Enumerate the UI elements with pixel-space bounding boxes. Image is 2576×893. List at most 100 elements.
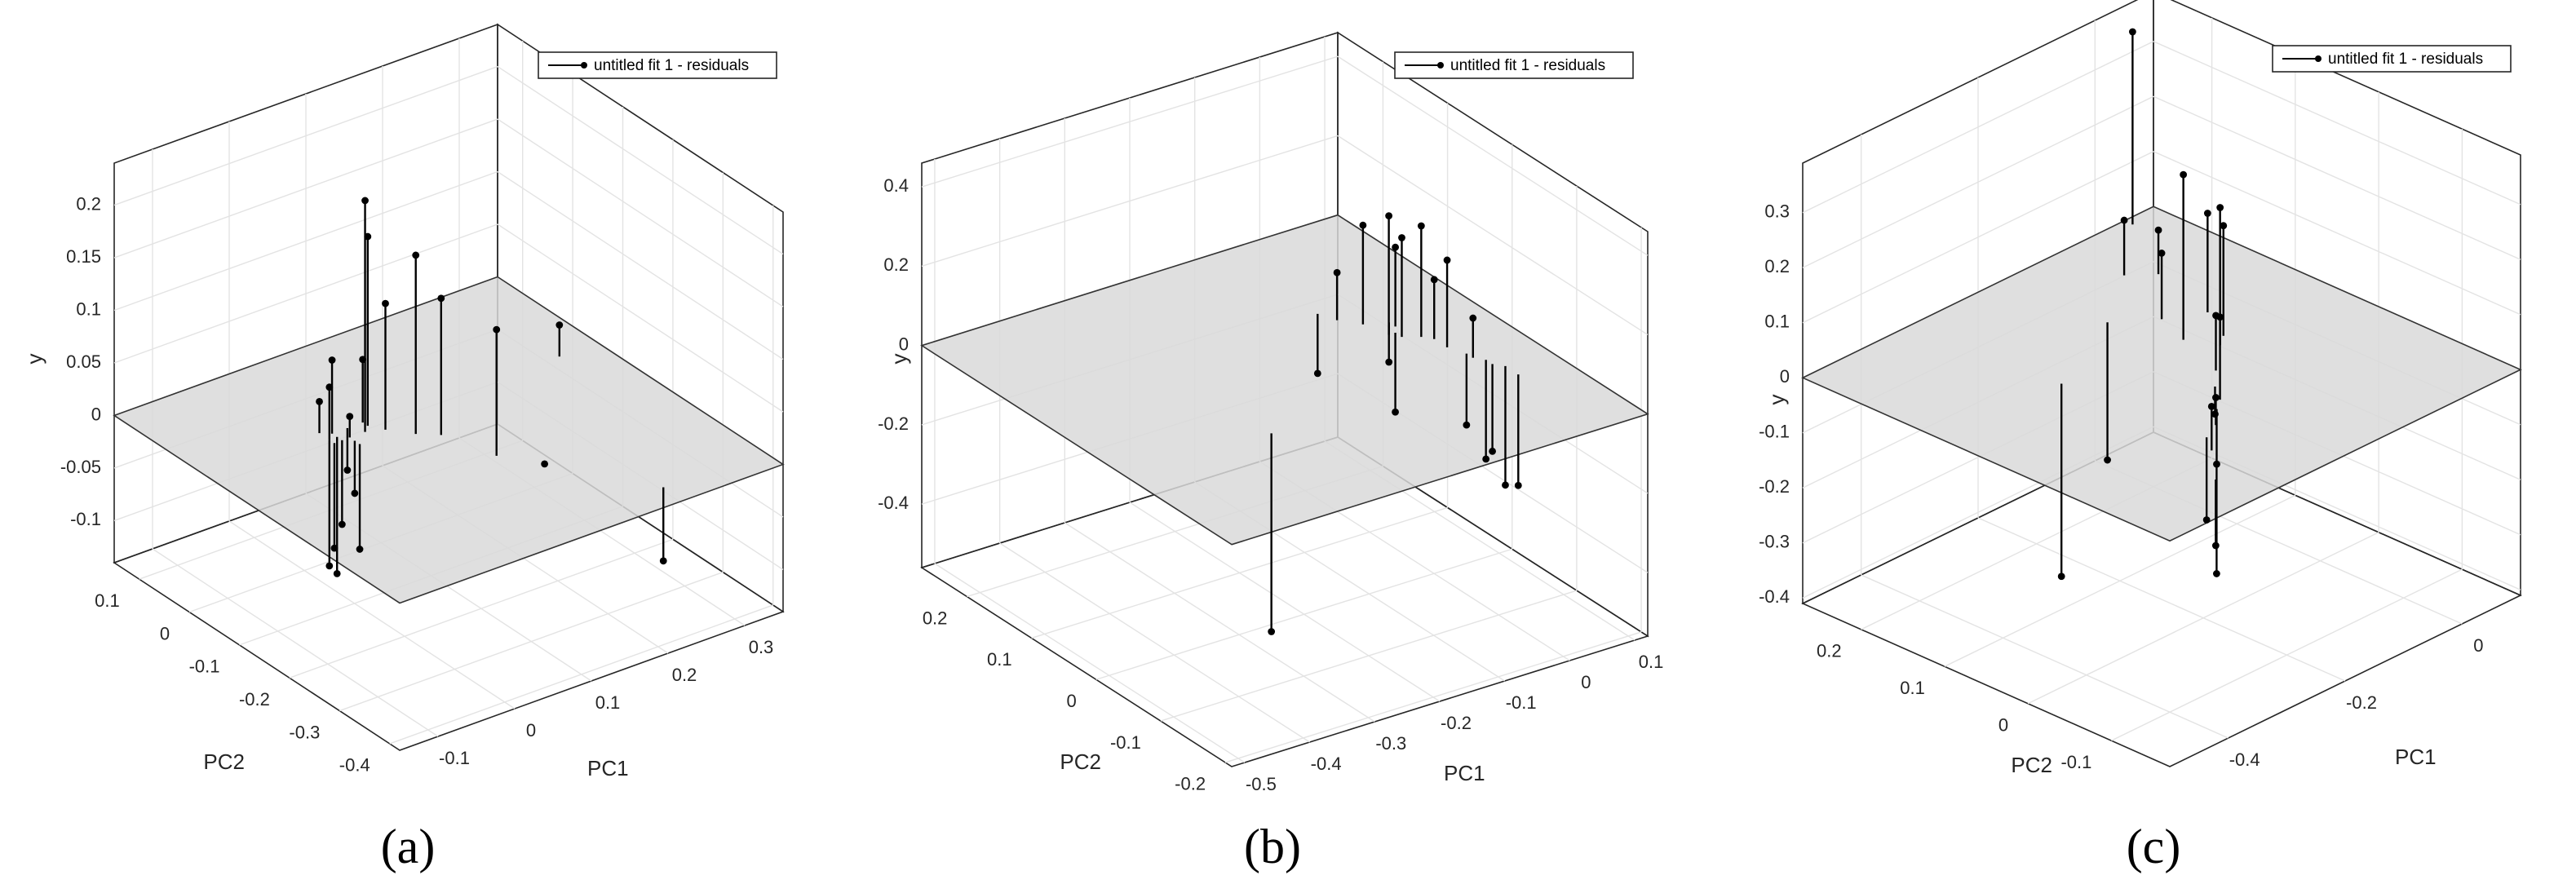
residual-point bbox=[2203, 210, 2211, 217]
residual-point bbox=[2057, 572, 2065, 581]
grid-line bbox=[228, 520, 516, 710]
legend-marker bbox=[1437, 62, 1444, 69]
residual-point bbox=[333, 570, 341, 577]
grid-line bbox=[389, 604, 773, 745]
z-tick-label: 0.05 bbox=[66, 351, 101, 372]
grid-line bbox=[1977, 517, 2346, 682]
residual-point bbox=[2212, 394, 2220, 401]
residual-point bbox=[359, 356, 367, 364]
x-axis-label: PC1 bbox=[587, 756, 629, 780]
y-axis-label: PC2 bbox=[203, 749, 245, 774]
legend-marker bbox=[581, 62, 587, 69]
x-tick-label: 0 bbox=[2473, 635, 2483, 656]
grid-line bbox=[1160, 590, 1578, 722]
grid-line bbox=[497, 65, 784, 255]
residual-point bbox=[2216, 313, 2224, 321]
z-tick-label: -0.1 bbox=[1759, 422, 1790, 442]
residual-point bbox=[1333, 268, 1341, 276]
residual-point bbox=[1385, 212, 1393, 220]
residual-point bbox=[2158, 250, 2166, 257]
residual-point bbox=[382, 299, 389, 307]
side-wall bbox=[1337, 31, 1649, 638]
grid-line bbox=[2153, 151, 2521, 316]
z-tick-label: 0.3 bbox=[1764, 201, 1790, 222]
residual-point bbox=[2180, 170, 2188, 179]
residual-point bbox=[1514, 481, 1522, 489]
y-axis-label: PC2 bbox=[2011, 753, 2052, 777]
fit-plane bbox=[113, 276, 785, 604]
residual-point bbox=[1482, 455, 1490, 463]
residual-point bbox=[1502, 481, 1509, 489]
residual-point bbox=[328, 356, 336, 364]
legend-entry: untitled fit 1 - residuals bbox=[2328, 51, 2483, 68]
fit-plane bbox=[920, 214, 1649, 546]
z-axis-label: y bbox=[887, 354, 911, 365]
residual-point bbox=[2104, 456, 2111, 464]
residual-point bbox=[2220, 222, 2228, 230]
x-tick-label: -0.1 bbox=[439, 748, 470, 768]
residual-point bbox=[325, 562, 334, 570]
legend-entry: untitled fit 1 - residuals bbox=[594, 57, 749, 74]
residual-point bbox=[1398, 234, 1405, 241]
residual-point bbox=[346, 413, 354, 421]
residual-point bbox=[316, 398, 323, 405]
z-tick-label: 0.1 bbox=[76, 298, 101, 319]
residual-point bbox=[1313, 369, 1321, 378]
z-axis-label: y bbox=[22, 354, 46, 365]
z-tick-label: -0.2 bbox=[878, 413, 909, 434]
residual-point bbox=[2211, 542, 2220, 550]
y-tick-label: 0.1 bbox=[1900, 678, 1925, 698]
x-axis-label: PC1 bbox=[1444, 761, 1485, 785]
grid-line bbox=[152, 548, 439, 737]
x-tick-label: 0.1 bbox=[1639, 652, 1664, 672]
residual-point bbox=[1268, 628, 1276, 635]
y-tick-label: -0.3 bbox=[289, 722, 320, 742]
y-tick-label: -0.2 bbox=[239, 689, 270, 710]
grid-line bbox=[1337, 55, 1649, 256]
residual-point bbox=[356, 546, 364, 553]
side-wall bbox=[2153, 0, 2521, 597]
legend-entry: untitled fit 1 - residuals bbox=[1450, 57, 1605, 74]
residual-point bbox=[437, 294, 445, 303]
residual-point bbox=[1489, 447, 1496, 455]
residual-point bbox=[361, 197, 369, 205]
residual-point bbox=[412, 251, 420, 259]
x-tick-label: -0.4 bbox=[1311, 754, 1342, 774]
back-wall bbox=[1802, 0, 2154, 605]
fit-plane bbox=[1801, 206, 2522, 542]
z-tick-label: -0.3 bbox=[1759, 532, 1790, 552]
residual-point bbox=[2202, 516, 2211, 524]
residual-point bbox=[2154, 226, 2162, 234]
grid-line bbox=[1224, 631, 1642, 763]
y-tick-label: 0.2 bbox=[1817, 641, 1842, 661]
z-tick-label: 0 bbox=[1780, 366, 1790, 387]
z-tick-label: 0 bbox=[91, 404, 101, 424]
grid-line bbox=[497, 118, 784, 307]
residual-point bbox=[2213, 570, 2220, 577]
y-axis-label: PC2 bbox=[1060, 749, 1101, 774]
residual-point bbox=[1392, 243, 1400, 251]
residual-point bbox=[325, 383, 334, 391]
residual-point bbox=[343, 466, 352, 474]
x-tick-label: -0.4 bbox=[2229, 749, 2260, 770]
y-tick-label: -0.4 bbox=[339, 755, 370, 776]
residual-point bbox=[2120, 216, 2128, 224]
residual-point bbox=[2216, 204, 2224, 211]
grid-line bbox=[1861, 574, 2229, 739]
z-tick-label: 0.2 bbox=[883, 254, 909, 275]
residual-point bbox=[659, 557, 667, 565]
z-tick-label: 0.4 bbox=[883, 175, 909, 196]
z-tick-label: 0 bbox=[899, 334, 909, 354]
residual-point bbox=[541, 460, 549, 468]
residual-point bbox=[1385, 358, 1393, 366]
residual-point bbox=[2128, 28, 2136, 36]
grid-line bbox=[497, 170, 784, 360]
z-axis-label: y bbox=[1764, 395, 1789, 405]
y-tick-label: -0.2 bbox=[1175, 774, 1206, 794]
grid-line bbox=[1129, 502, 1441, 702]
residual-point bbox=[1430, 276, 1438, 284]
grid-line bbox=[1031, 506, 1448, 639]
grid-line bbox=[1064, 522, 1375, 723]
